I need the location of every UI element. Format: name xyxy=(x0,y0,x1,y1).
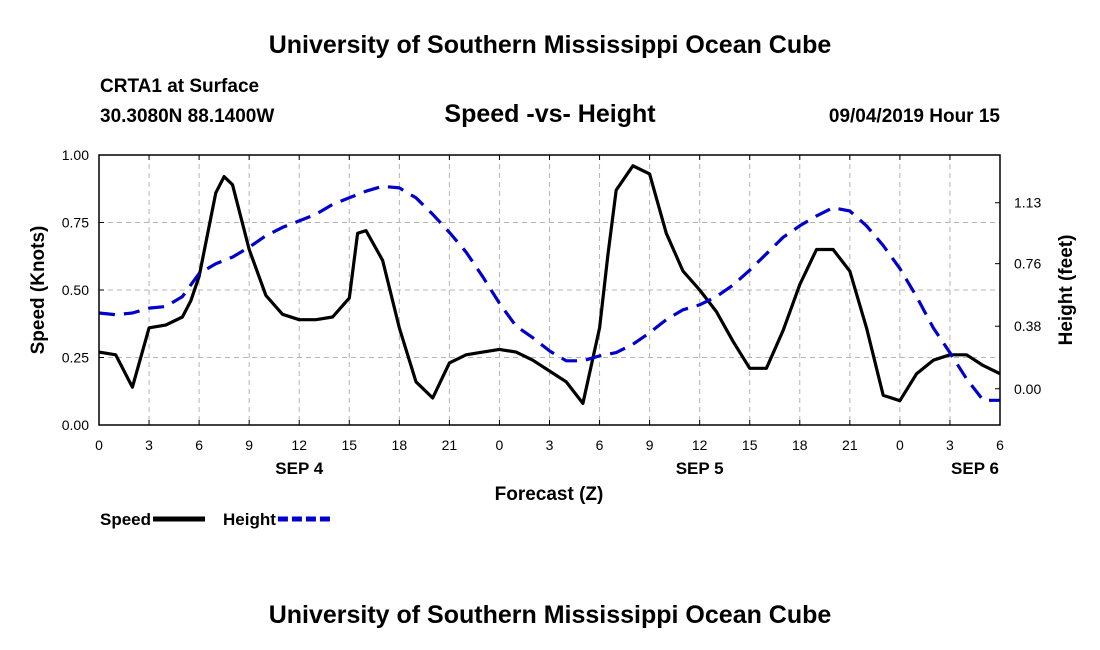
chart-header-title: University of Southern Mississippi Ocean… xyxy=(268,31,832,59)
speed-height-chart: 0 3 6 9 12 15 18 21 0 3 6 9 12 15 18 21 0 3 6 0.00 0.25 0.50 0… xyxy=(28,147,1077,529)
x-tick-label: 6 xyxy=(996,437,1004,453)
x-tick-label: 12 xyxy=(291,437,307,453)
x-tick-label: 0 xyxy=(496,437,504,453)
y-axis-label: Speed (Knots) xyxy=(28,226,49,355)
chart-grid xyxy=(99,155,1000,425)
x-tick-label: 6 xyxy=(195,437,203,453)
legend-label-speed: Speed xyxy=(100,510,151,529)
series-line-speed xyxy=(98,164,1001,405)
y2-axis-label: Height (feet) xyxy=(1056,235,1077,346)
x-tick-label: 3 xyxy=(546,437,554,453)
x-tick-label: 3 xyxy=(145,437,153,453)
x-tick-label: 18 xyxy=(792,437,808,453)
y2-tick-label: 1.13 xyxy=(1014,195,1041,211)
series-line-height xyxy=(98,184,1000,402)
series-layer xyxy=(98,164,1001,405)
y2-tick-label: 0.38 xyxy=(1014,318,1041,334)
y2-tick-label: 0.76 xyxy=(1014,256,1041,272)
day-label: SEP 6 xyxy=(951,459,999,478)
x-tick-label: 9 xyxy=(245,437,253,453)
station-coordinates: 30.3080N 88.1400W xyxy=(100,106,275,127)
x-tick-label: 9 xyxy=(646,437,654,453)
x-tick-label: 15 xyxy=(742,437,758,453)
axis-ticks: 0 3 6 9 12 15 18 21 0 3 6 9 12 15 18 21 0 3 6 0.00 0.25 0.50 0… xyxy=(62,147,1042,478)
y-tick-label: 0.00 xyxy=(62,417,89,433)
x-tick-label: 18 xyxy=(392,437,408,453)
x-tick-label: 3 xyxy=(946,437,954,453)
forecast-datetime: 09/04/2019 Hour 15 xyxy=(828,106,1000,127)
legend: Speed Height xyxy=(100,510,330,529)
station-name: CRTA1 at Surface xyxy=(100,76,260,97)
y-tick-label: 1.00 xyxy=(62,147,89,163)
chart-subtitle: Speed -vs- Height xyxy=(444,100,656,128)
x-tick-label: 12 xyxy=(692,437,708,453)
y-tick-label: 0.25 xyxy=(62,350,89,366)
x-tick-label: 21 xyxy=(442,437,458,453)
x-tick-label: 0 xyxy=(896,437,904,453)
day-label: SEP 4 xyxy=(275,459,323,478)
x-tick-label: 6 xyxy=(596,437,604,453)
x-tick-label: 15 xyxy=(341,437,357,453)
y-tick-label: 0.50 xyxy=(62,282,89,298)
chart-footer-title: University of Southern Mississippi Ocean… xyxy=(268,601,832,629)
x-tick-label: 21 xyxy=(842,437,858,453)
legend-label-height: Height xyxy=(223,510,276,529)
y2-tick-label: 0.00 xyxy=(1014,381,1041,397)
x-axis-label: Forecast (Z) xyxy=(495,484,604,505)
day-label: SEP 5 xyxy=(676,459,724,478)
x-tick-label: 0 xyxy=(95,437,103,453)
y-tick-label: 0.75 xyxy=(62,215,89,231)
